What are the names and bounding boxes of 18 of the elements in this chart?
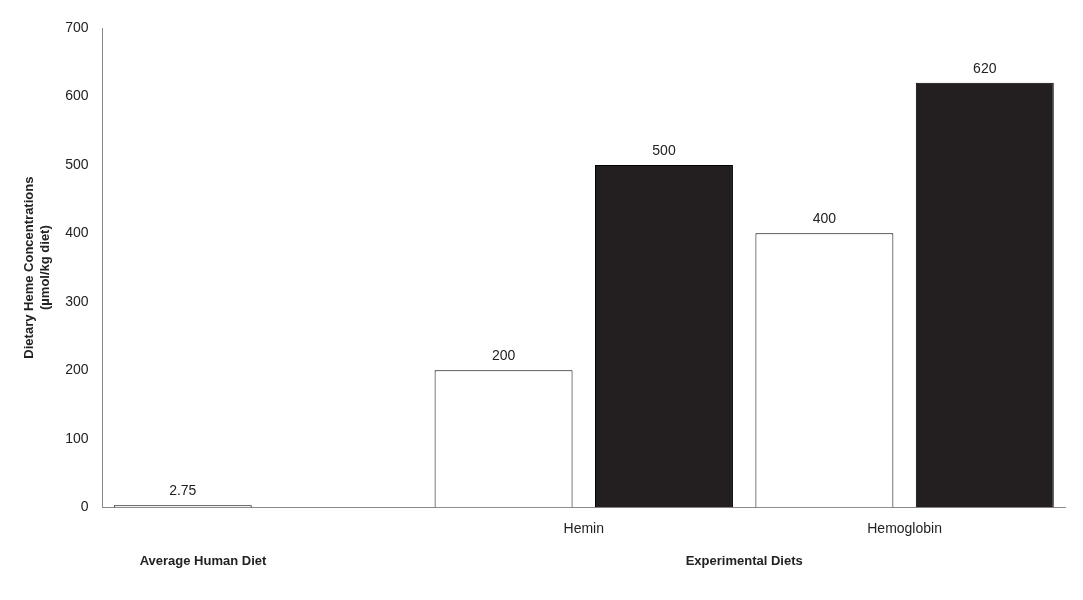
y-tick-label: 200 xyxy=(65,361,89,378)
y-tick-label: 600 xyxy=(65,87,89,104)
x-tick-label: Hemin xyxy=(563,520,605,537)
text: Experimental Diets xyxy=(685,553,803,569)
y-axis-title: Dietary Heme Concentrations (µmol/kg diet) xyxy=(21,176,52,359)
data-label: 400 xyxy=(812,210,837,227)
data-label: 200 xyxy=(491,347,516,364)
x-tick-label: Hemoglobin xyxy=(867,520,942,537)
data-label: 500 xyxy=(652,141,676,158)
y-tick-label: 300 xyxy=(65,292,89,309)
y-tick-label: 400 xyxy=(65,224,89,241)
text: Average Human Diet xyxy=(139,553,267,569)
y-tick-label: 700 xyxy=(65,18,89,35)
data-label: 620 xyxy=(973,59,997,76)
y-tick-label: 500 xyxy=(65,155,89,172)
y-tick-label: 0 xyxy=(80,498,89,515)
y-tick-label: 100 xyxy=(65,429,89,446)
data-label: 2.75 xyxy=(169,482,197,499)
